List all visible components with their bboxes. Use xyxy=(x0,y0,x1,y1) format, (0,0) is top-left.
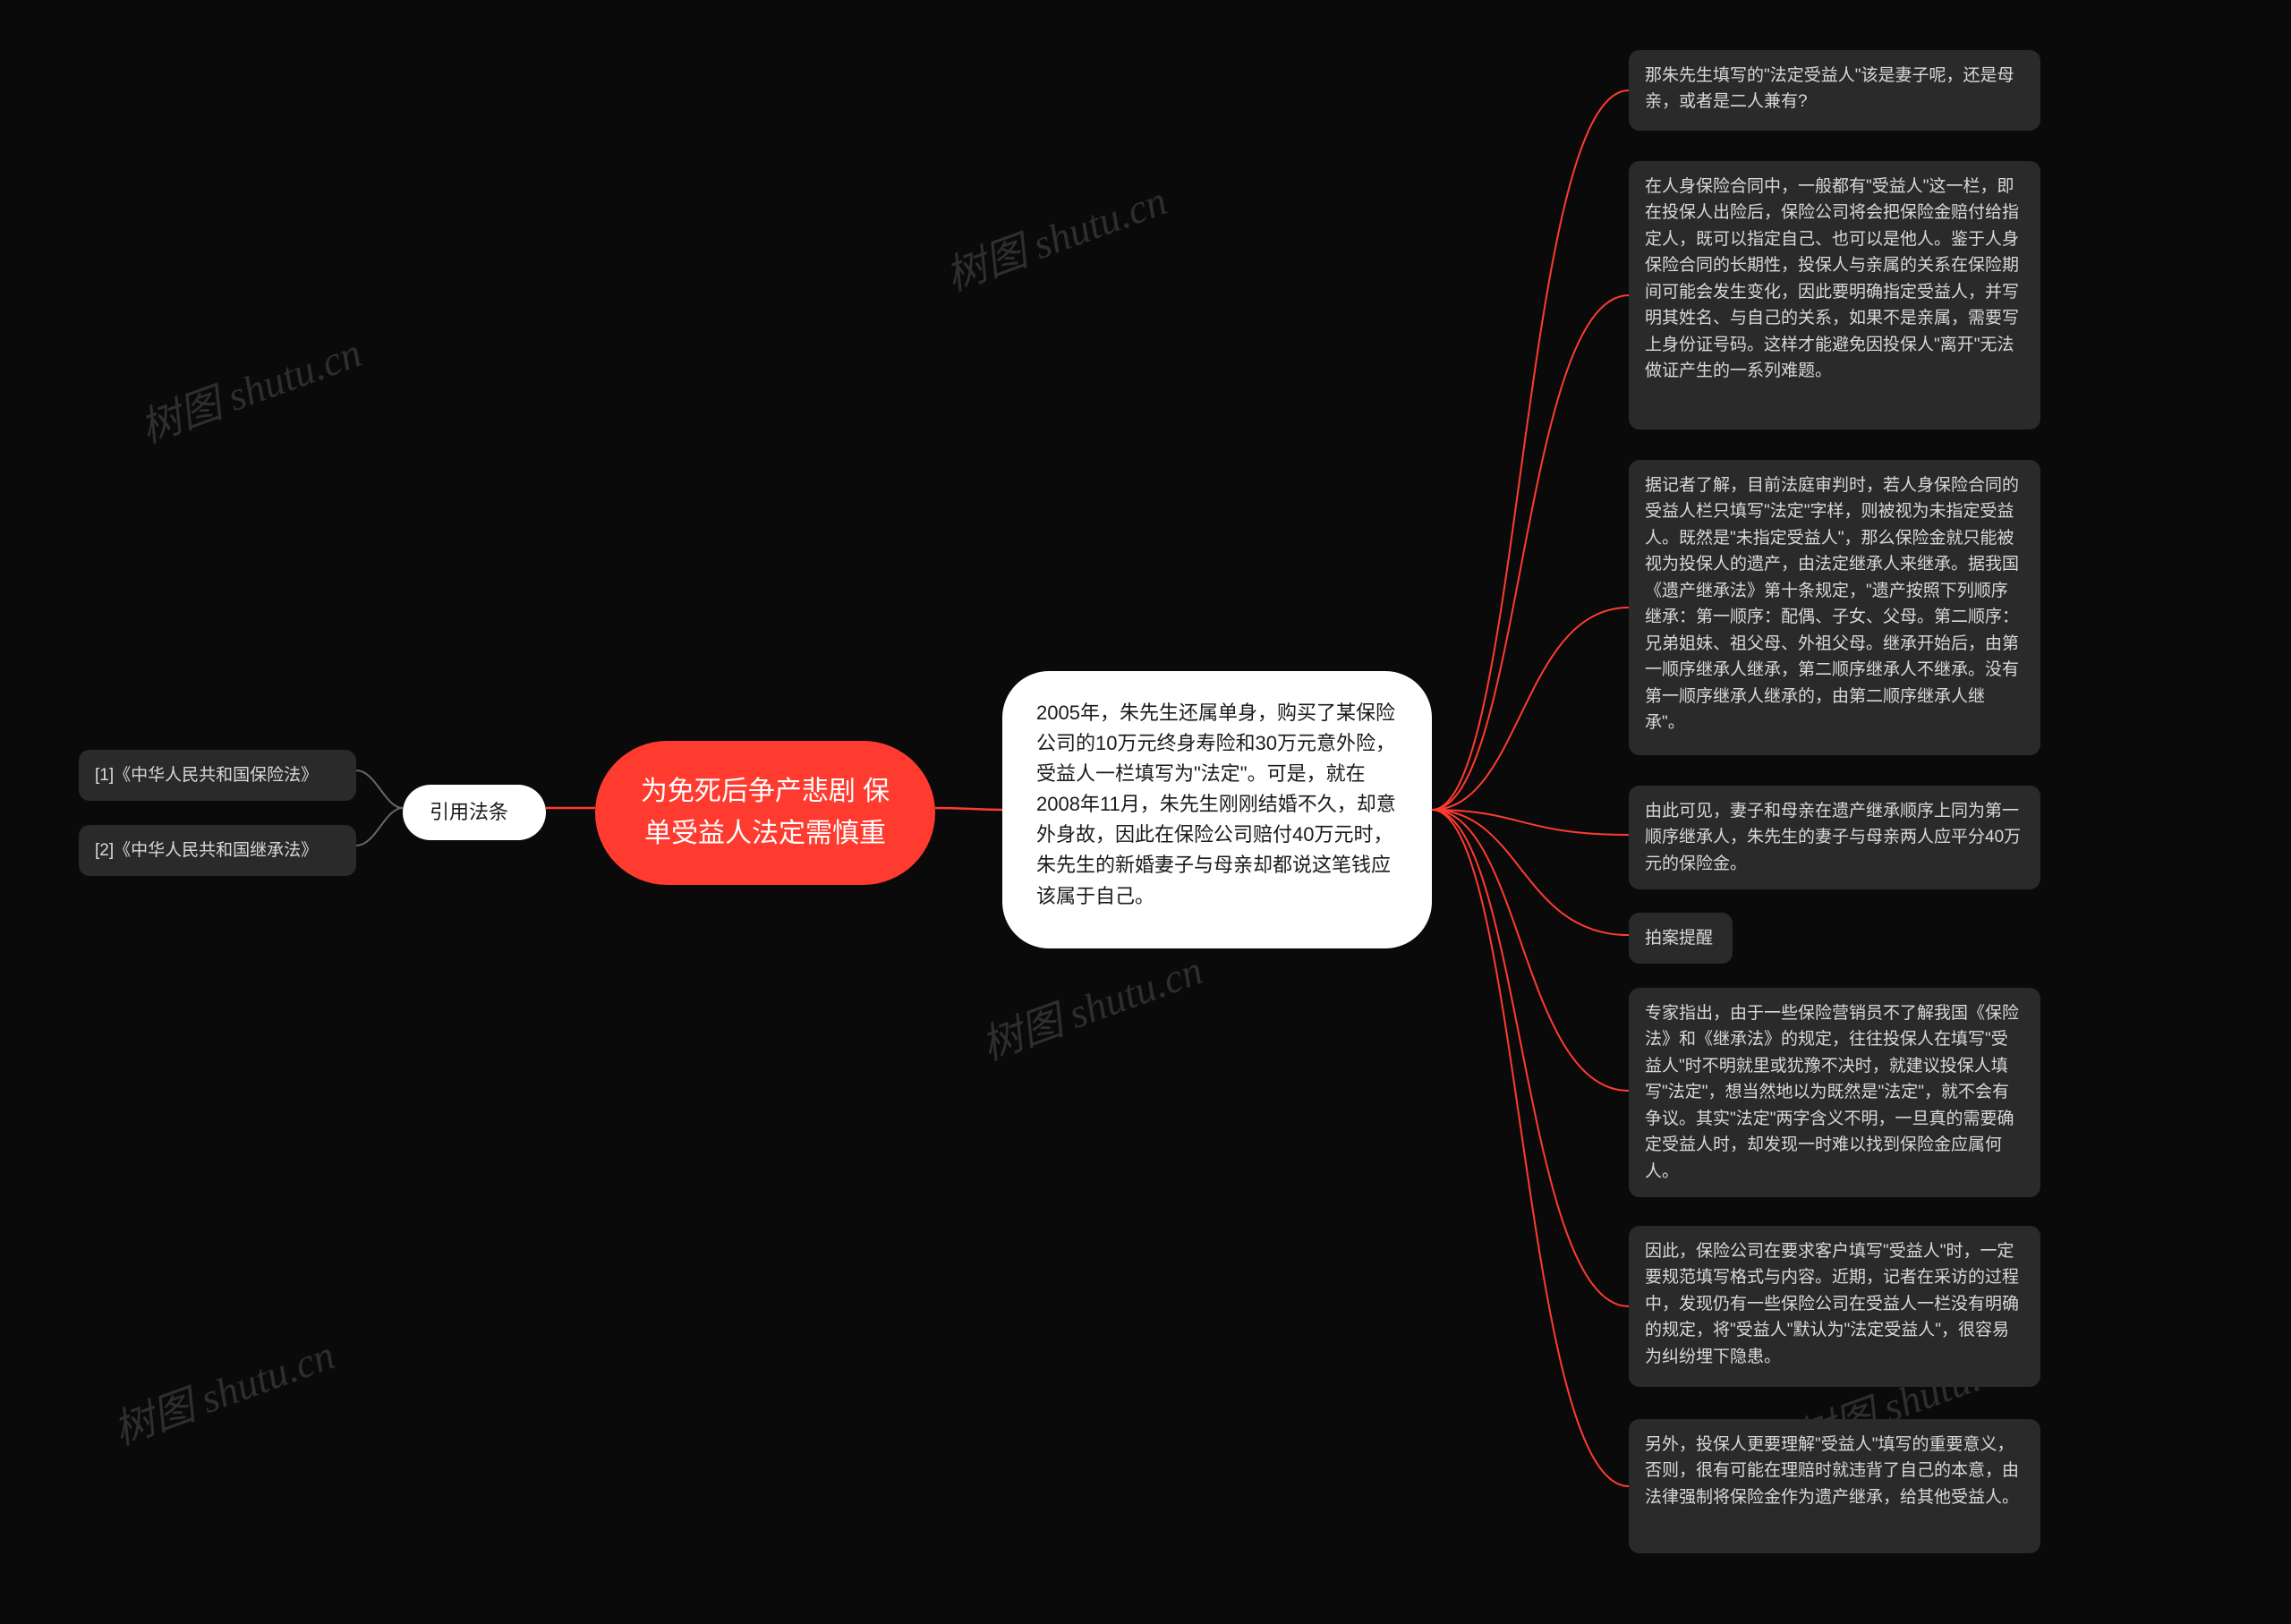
right-leaf-text: 据记者了解，目前法庭审判时，若人身保险合同的受益人栏只填写"法定"字样，则被视为… xyxy=(1645,476,2019,732)
left-leaf[interactable]: [1]《中华人民共和国保险法》 xyxy=(79,750,356,801)
right-leaf[interactable]: 由此可见，妻子和母亲在遗产继承顺序上同为第一顺序继承人，朱先生的妻子与母亲两人应… xyxy=(1629,786,2040,889)
watermark: 树图 shutu.cn xyxy=(972,938,1209,1072)
left-branch-label: 引用法条 xyxy=(430,801,508,823)
left-leaf[interactable]: [2]《中华人民共和国继承法》 xyxy=(79,825,356,876)
right-leaf[interactable]: 专家指出，由于一些保险营销员不了解我国《保险法》和《继承法》的规定，往往投保人在… xyxy=(1629,988,2040,1197)
right-leaf[interactable]: 据记者了解，目前法庭审判时，若人身保险合同的受益人栏只填写"法定"字样，则被视为… xyxy=(1629,460,2040,755)
left-leaf-text: [1]《中华人民共和国保险法》 xyxy=(95,766,318,785)
watermark: 树图 shutu.cn xyxy=(104,1322,341,1457)
right-leaf-text: 由此可见，妻子和母亲在遗产继承顺序上同为第一顺序继承人，朱先生的妻子与母亲两人应… xyxy=(1645,802,2021,873)
right-leaf-text: 拍案提醒 xyxy=(1645,929,1713,948)
watermark: 树图 shutu.cn xyxy=(131,320,368,455)
mindmap-canvas: 树图 shutu.cn 树图 shutu.cn 树图 shutu.cn 树图 shut… xyxy=(0,0,2291,1624)
right-leaf[interactable]: 在人身保险合同中，一般都有"受益人"这一栏，即在投保人出险后，保险公司将会把保险… xyxy=(1629,161,2040,429)
right-leaf[interactable]: 拍案提醒 xyxy=(1629,913,1733,964)
left-leaf-text: [2]《中华人民共和国继承法》 xyxy=(95,841,318,860)
watermark: 树图 shutu.cn xyxy=(936,168,1173,302)
right-leaf-text: 专家指出，由于一些保险营销员不了解我国《保险法》和《继承法》的规定，往往投保人在… xyxy=(1645,1004,2019,1181)
right-leaf[interactable]: 那朱先生填写的"法定受益人"该是妻子呢，还是母亲，或者是二人兼有? xyxy=(1629,50,2040,131)
right-leaf-text: 因此，保险公司在要求客户填写"受益人"时，一定要规范填写格式与内容。近期，记者在… xyxy=(1645,1242,2019,1366)
center-topic[interactable]: 为免死后争产悲剧 保单受益人法定需慎重 xyxy=(595,741,935,885)
center-topic-text: 为免死后争产悲剧 保单受益人法定需慎重 xyxy=(641,777,890,848)
right-leaf-text: 另外，投保人更要理解"受益人"填写的重要意义，否则，很有可能在理赔时就违背了自己… xyxy=(1645,1435,2019,1507)
right-main-node[interactable]: 2005年，朱先生还属单身，购买了某保险公司的10万元终身寿险和30万元意外险，… xyxy=(1002,671,1432,948)
right-main-text: 2005年，朱先生还属单身，购买了某保险公司的10万元终身寿险和30万元意外险，… xyxy=(1036,701,1396,907)
right-leaf[interactable]: 另外，投保人更要理解"受益人"填写的重要意义，否则，很有可能在理赔时就违背了自己… xyxy=(1629,1419,2040,1553)
right-leaf-text: 那朱先生填写的"法定受益人"该是妻子呢，还是母亲，或者是二人兼有? xyxy=(1645,66,2014,111)
right-leaf[interactable]: 因此，保险公司在要求客户填写"受益人"时，一定要规范填写格式与内容。近期，记者在… xyxy=(1629,1226,2040,1387)
left-branch-pill[interactable]: 引用法条 xyxy=(403,785,546,840)
right-leaf-text: 在人身保险合同中，一般都有"受益人"这一栏，即在投保人出险后，保险公司将会把保险… xyxy=(1645,177,2019,380)
